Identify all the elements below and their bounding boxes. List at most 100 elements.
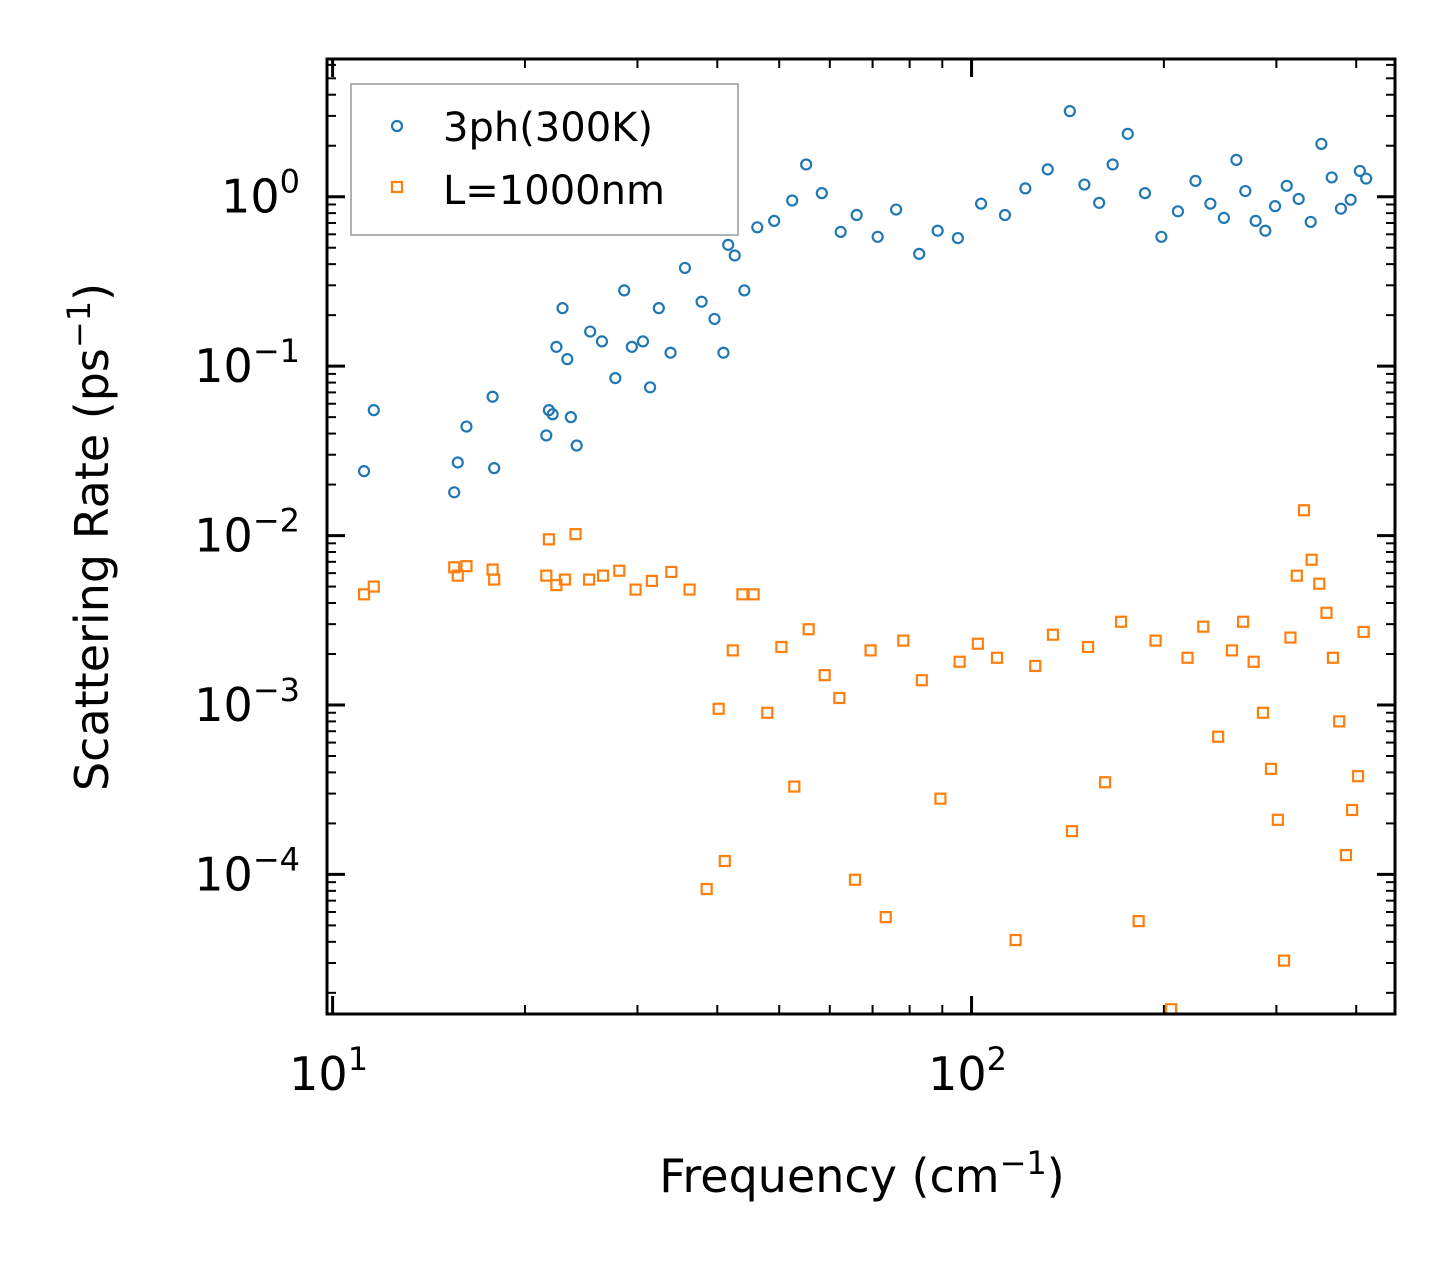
point-3ph	[850, 208, 863, 222]
point-3ph	[1106, 158, 1119, 171]
point-l1000	[915, 674, 928, 687]
point-3ph	[998, 208, 1012, 222]
point-l1000	[558, 573, 572, 586]
point-3ph	[546, 408, 559, 421]
point-l1000	[1114, 615, 1128, 628]
point-3ph	[678, 261, 692, 275]
point-l1000	[775, 640, 788, 654]
point-l1000	[645, 574, 658, 588]
point-l1000	[569, 528, 582, 541]
point-l1000	[879, 910, 892, 924]
point-l1000	[833, 691, 846, 705]
series-l-1000nm	[357, 504, 1370, 1016]
point-3ph	[618, 284, 631, 297]
point-l1000	[582, 573, 596, 586]
point-3ph	[584, 325, 597, 338]
point-l1000	[683, 583, 696, 596]
y-tick-label: 100	[221, 163, 300, 224]
point-3ph	[890, 203, 903, 216]
point-l1000	[613, 564, 626, 577]
point-l1000	[1197, 620, 1210, 633]
point-3ph	[1353, 164, 1366, 178]
y-tick-label: 10−3	[194, 671, 300, 732]
point-3ph	[1171, 205, 1185, 218]
point-l1000	[629, 583, 642, 596]
y-axis-label: Scattering Rate (ps−1)	[60, 283, 119, 791]
point-l1000	[1284, 631, 1297, 644]
point-l1000	[1326, 651, 1340, 664]
point-l1000	[700, 882, 713, 896]
legend-label-l1000: L=1000nm	[443, 168, 665, 214]
point-l1000	[542, 533, 555, 546]
point-l1000	[1271, 813, 1284, 826]
point-l1000	[1297, 504, 1311, 517]
point-l1000	[718, 854, 731, 868]
point-l1000	[1345, 803, 1359, 817]
legend: 3ph(300K) L=1000nm	[350, 83, 739, 236]
point-3ph	[1249, 214, 1262, 227]
point-3ph	[1239, 184, 1252, 198]
point-l1000	[712, 702, 725, 715]
point-3ph	[738, 284, 751, 297]
point-l1000	[1132, 915, 1145, 928]
point-3ph	[1063, 105, 1076, 118]
point-3ph	[800, 158, 813, 171]
point-l1000	[1181, 651, 1194, 664]
y-tick-label: 10−1	[194, 332, 300, 393]
point-l1000	[897, 634, 910, 647]
point-l1000	[802, 623, 815, 636]
point-3ph	[1360, 172, 1373, 185]
point-l1000	[1149, 634, 1162, 647]
major-ticks	[327, 59, 1395, 1014]
point-l1000	[486, 563, 499, 576]
point-l1000	[1225, 644, 1239, 657]
point-l1000	[488, 573, 501, 586]
point-3ph	[1344, 193, 1357, 206]
point-l1000	[367, 580, 380, 593]
point-3ph	[708, 312, 721, 326]
point-l1000	[990, 651, 1004, 664]
plot-frame	[325, 57, 1397, 1016]
point-3ph	[564, 411, 577, 424]
point-3ph	[695, 295, 708, 308]
point-3ph	[1041, 163, 1054, 176]
point-l1000	[1264, 762, 1278, 775]
point-3ph	[550, 340, 563, 353]
point-l1000	[818, 669, 831, 682]
point-3ph	[815, 187, 828, 200]
point-3ph	[951, 231, 964, 245]
point-3ph	[540, 429, 553, 442]
point-l1000	[1357, 625, 1370, 639]
point-l1000	[1256, 706, 1270, 719]
point-3ph	[451, 456, 464, 469]
point-3ph	[556, 302, 569, 315]
point-3ph	[1217, 211, 1231, 224]
point-l1000	[848, 873, 862, 886]
x-tick-label: 101	[289, 1040, 368, 1101]
point-l1000	[1009, 933, 1022, 947]
point-3ph	[488, 462, 501, 475]
point-3ph	[448, 486, 461, 499]
point-3ph	[644, 381, 657, 394]
point-l1000	[1320, 606, 1333, 619]
point-3ph	[1189, 174, 1202, 187]
point-3ph	[913, 247, 926, 260]
point-l1000	[451, 569, 464, 582]
point-3ph	[751, 221, 764, 234]
legend-marker-3ph	[390, 119, 404, 133]
point-3ph	[561, 353, 574, 366]
point-3ph	[786, 194, 799, 207]
point-l1000	[357, 588, 371, 601]
point-3ph	[1268, 200, 1282, 213]
point-3ph	[609, 372, 622, 385]
point-l1000	[1313, 577, 1326, 590]
point-l1000	[1046, 628, 1060, 641]
point-l1000	[736, 588, 749, 601]
point-3ph	[652, 302, 665, 315]
point-l1000	[864, 644, 877, 657]
point-l1000	[761, 706, 774, 719]
point-3ph	[1280, 179, 1293, 192]
point-3ph	[1315, 137, 1328, 151]
point-3ph	[974, 197, 988, 210]
